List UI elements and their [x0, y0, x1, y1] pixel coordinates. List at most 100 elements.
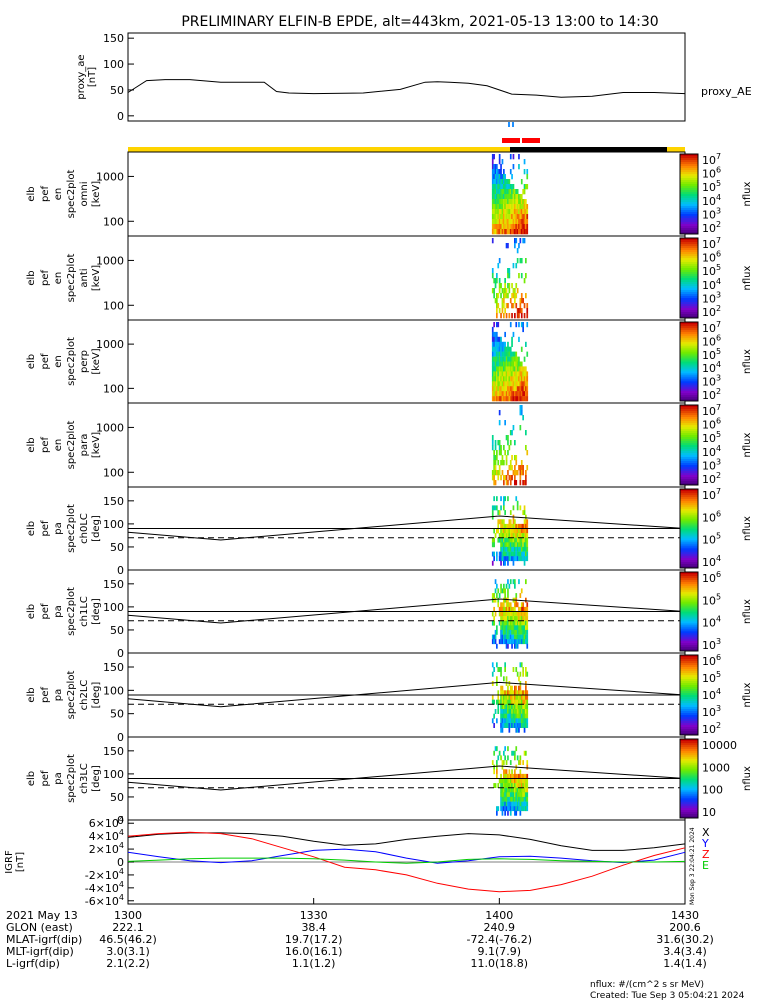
spec-cell [493, 293, 495, 299]
spec-cell [509, 346, 512, 352]
spec-cell [504, 361, 506, 367]
spec-cell [511, 341, 513, 347]
spec-cell [501, 519, 504, 525]
colorbar-step [680, 419, 698, 422]
created-stamp: Created: Tue Sep 3 05:04:21 2024 [590, 991, 745, 1000]
spec-cell [500, 611, 502, 617]
spec-cell [511, 475, 513, 481]
colorbar-step [680, 524, 698, 527]
colorbar-step [680, 232, 698, 235]
spec-cell [511, 685, 513, 691]
spec-cell [496, 391, 498, 397]
spec-cell [520, 219, 523, 225]
spec-cell [500, 214, 502, 220]
spec-cell [520, 602, 523, 608]
spec-cell [500, 519, 502, 525]
igrf-ytick-label: 0 [117, 856, 124, 869]
spec-cell [507, 204, 509, 210]
spec-ylabel-line: elb [26, 521, 37, 536]
colorbar-tick-label-base: 10 [702, 405, 716, 418]
colorbar-step [680, 774, 698, 777]
spec-cell [508, 288, 511, 294]
spec-cell [519, 685, 522, 691]
colorbar-tick-label-base: 10 [702, 265, 716, 278]
spec-cell [498, 209, 501, 215]
spec-cell [505, 723, 508, 728]
fgm-mark [508, 122, 510, 127]
colorbar-step [680, 643, 698, 646]
colorbar-tick-label-base: 10 [702, 168, 716, 181]
igrf-series-line [127, 831, 686, 893]
proxy-ae-ylabel-line: [nT] [87, 67, 98, 87]
spec-cell [507, 346, 509, 352]
colorbar-step [680, 577, 698, 581]
spec-cell [497, 346, 500, 352]
spec-cell [496, 376, 498, 382]
spec-cell [498, 376, 501, 382]
spec-cell [505, 351, 508, 357]
colorbar-tick-label: 104 [702, 193, 721, 208]
spec-cell [507, 579, 509, 585]
spec-cell [503, 460, 505, 466]
spec-cell [494, 579, 497, 585]
spec-cell [493, 199, 495, 205]
spec-cell [493, 214, 495, 220]
colorbar-step [680, 469, 698, 472]
colorbar-tick-label-exp: 5 [716, 532, 721, 541]
spec-ylabel-line: [keV] [91, 348, 102, 374]
colorbar-step [680, 164, 698, 167]
spec-cell [503, 606, 505, 612]
spec-cell [505, 556, 508, 562]
spec-cell [501, 396, 504, 402]
x-row-label: 2021 May 13 [6, 909, 78, 922]
spec-cell [520, 361, 523, 367]
spec-cell [526, 204, 529, 210]
spec-cell [525, 214, 527, 220]
spec-cell [522, 801, 524, 807]
spec-cell [498, 336, 501, 342]
spec-cell [493, 460, 495, 466]
colorbar-step [680, 625, 698, 628]
spec-cell [500, 199, 502, 205]
spec-cell [493, 194, 495, 200]
spec-cell [491, 194, 494, 200]
spec-cell [526, 723, 529, 728]
colorbar-step [680, 796, 698, 799]
spec-cell [525, 629, 527, 635]
spec-cell [512, 224, 515, 230]
spec-cell [500, 625, 502, 631]
spec-cell [496, 313, 498, 319]
spec-cell [525, 519, 527, 525]
spec-cell [526, 764, 529, 770]
spec-cell [516, 690, 519, 696]
spec-cell [511, 523, 513, 529]
spec-cell [508, 283, 511, 289]
colorbar-step [680, 589, 698, 593]
colorbar-tick-label-exp: 4 [716, 687, 721, 696]
spec-cell [491, 179, 494, 185]
spec-cell [505, 796, 508, 802]
spec-cell [505, 356, 508, 362]
spec-cell [520, 224, 523, 230]
spec-cell [512, 634, 515, 640]
spec-cell [516, 356, 519, 362]
colorbar-tick-label-base: 10 [702, 446, 716, 459]
spec-cell [493, 204, 495, 210]
spec-cell [514, 533, 516, 538]
spec-cell [514, 690, 516, 696]
spec-cell [496, 224, 498, 230]
spec-cell [500, 606, 502, 612]
spec-cell [515, 496, 518, 502]
colorbar-step [680, 341, 698, 345]
colorbar-step [680, 581, 698, 585]
spec-cell [518, 199, 520, 205]
colorbar-tick-label: 103 [702, 374, 721, 389]
spec-cell [523, 709, 526, 714]
colorbar-step [680, 721, 698, 724]
spec-cell [525, 685, 527, 691]
spec-cell [504, 229, 506, 235]
spec-cell [512, 470, 515, 476]
spec-cell [507, 371, 509, 377]
spec-cell [519, 718, 522, 724]
spec-cell [508, 625, 511, 631]
